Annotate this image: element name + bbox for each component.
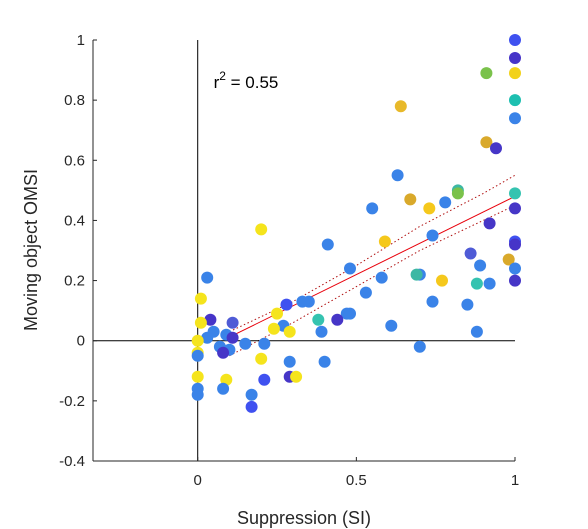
- data-point: [509, 34, 521, 46]
- data-point: [502, 253, 515, 266]
- y-tick-label: 0.8: [64, 92, 85, 109]
- data-point: [480, 136, 493, 149]
- data-point: [404, 193, 417, 206]
- data-point: [290, 370, 303, 383]
- data-point: [509, 112, 521, 125]
- data-point: [413, 340, 426, 353]
- data-point: [509, 202, 521, 215]
- x-tick-label: 0.5: [346, 472, 367, 489]
- r-squared-value: = 0.55: [226, 73, 278, 92]
- data-point: [191, 349, 204, 362]
- y-tick-label: 1: [77, 32, 85, 49]
- data-point: [410, 268, 423, 281]
- data-point: [226, 316, 239, 329]
- data-point: [474, 259, 487, 272]
- data-point: [204, 313, 217, 326]
- data-point: [426, 295, 439, 308]
- data-point: [344, 307, 356, 320]
- data-point: [509, 52, 521, 64]
- data-point: [191, 370, 204, 383]
- data-point: [375, 271, 388, 284]
- data-point: [359, 286, 372, 299]
- data-point: [509, 67, 521, 80]
- data-point: [220, 373, 233, 386]
- data-point: [331, 313, 344, 326]
- data-point: [271, 307, 283, 320]
- data-point: [464, 247, 477, 260]
- data-point: [321, 238, 334, 251]
- r-squared-annotation: r2 = 0.55: [214, 69, 279, 92]
- data-point: [245, 400, 258, 413]
- data-point: [366, 202, 379, 215]
- data-point: [509, 94, 521, 107]
- data-point: [461, 298, 474, 311]
- data-point: [217, 382, 230, 395]
- data-point: [201, 331, 214, 344]
- data-point: [394, 100, 407, 113]
- data-point: [315, 325, 328, 338]
- data-point: [280, 298, 293, 311]
- data-point: [480, 67, 493, 80]
- data-point: [258, 337, 271, 350]
- data-point: [344, 262, 356, 275]
- data-point: [191, 334, 204, 347]
- y-tick-label: -0.2: [59, 393, 85, 410]
- data-point: [483, 217, 496, 230]
- data-point: [283, 325, 296, 338]
- data-point: [451, 187, 464, 200]
- data-point: [255, 352, 268, 365]
- data-point: [201, 271, 214, 284]
- data-point: [509, 274, 521, 287]
- data-point: [239, 337, 252, 350]
- plot-background: [93, 40, 515, 461]
- data-point: [426, 229, 439, 242]
- data-point: [509, 238, 521, 251]
- data-point: [255, 223, 268, 236]
- data-point: [439, 196, 452, 209]
- axes: [92, 39, 516, 462]
- data-point: [436, 274, 448, 287]
- data-points: [191, 34, 521, 413]
- data-point: [490, 142, 502, 155]
- data-point: [194, 316, 207, 329]
- data-point: [283, 355, 296, 368]
- ci-lower-line: [229, 204, 516, 357]
- data-point: [302, 295, 315, 308]
- x-axis-title: Suppression (SI): [237, 508, 371, 528]
- y-tick-label: 0: [77, 333, 85, 350]
- data-point: [318, 355, 331, 368]
- data-point: [191, 388, 204, 401]
- data-point: [509, 187, 521, 200]
- data-point: [423, 202, 436, 215]
- r-exponent: 2: [219, 69, 226, 83]
- data-point: [245, 388, 258, 401]
- data-point: [509, 262, 521, 275]
- data-point: [385, 319, 398, 332]
- data-point: [226, 331, 239, 344]
- x-tick-label: 1: [511, 472, 519, 489]
- tick-labels: -0.4 -0.2 0 0.2 0.4 0.6 0.8 1 0 0.5 1: [59, 32, 519, 489]
- r-symbol: r: [214, 73, 220, 92]
- data-point: [391, 169, 404, 182]
- y-tick-label: 0.6: [64, 152, 85, 169]
- data-point: [217, 346, 230, 359]
- y-tick-label: -0.4: [59, 453, 85, 470]
- data-point: [470, 325, 483, 338]
- data-point: [378, 235, 391, 248]
- data-point: [258, 373, 271, 386]
- x-tick-label: 0: [194, 472, 202, 489]
- data-point: [267, 322, 280, 335]
- y-tick-label: 0.2: [64, 273, 85, 290]
- data-point: [470, 277, 483, 290]
- data-point: [312, 313, 325, 326]
- y-axis-title: Moving object OMSI: [21, 169, 41, 331]
- data-point: [483, 277, 496, 290]
- y-tick-label: 0.4: [64, 212, 85, 229]
- data-point: [194, 292, 207, 305]
